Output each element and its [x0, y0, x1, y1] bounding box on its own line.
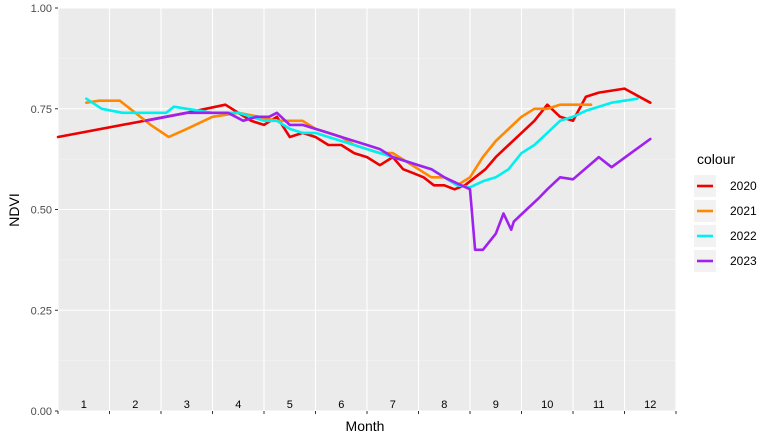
month-label-11: 11 [593, 399, 604, 411]
month-label-4: 4 [235, 399, 241, 411]
legend-label-2021: 2021 [730, 204, 757, 218]
series-line-2023 [144, 111, 652, 252]
month-label-8: 8 [441, 399, 447, 411]
month-label-10: 10 [541, 399, 553, 411]
legend-label-2020: 2020 [730, 179, 757, 193]
legend-label-2023: 2023 [730, 254, 757, 268]
x-axis-title: Month [346, 418, 385, 434]
legend: colour 2020 2021 2022 2023 [694, 151, 757, 272]
x-axis [57, 411, 677, 414]
series-lines [56, 87, 652, 252]
month-label-3: 3 [184, 399, 190, 411]
y-axis-title: NDVI [6, 193, 22, 226]
month-label-6: 6 [338, 399, 344, 411]
legend-label-2022: 2022 [730, 229, 757, 243]
legend-title: colour [697, 151, 735, 167]
month-label-5: 5 [287, 399, 293, 411]
y-axis: 0.00 0.25 0.50 0.75 1.00 [31, 3, 58, 418]
month-label-2: 2 [132, 399, 138, 411]
y-tick-label: 0.50 [31, 205, 52, 217]
y-tick-label: 0.00 [31, 406, 52, 418]
series-line-2020 [56, 87, 652, 191]
y-tick-label: 0.25 [31, 305, 52, 317]
month-label-9: 9 [493, 399, 499, 411]
month-label-12: 12 [644, 399, 656, 411]
month-labels: 1 2 3 4 5 6 7 8 9 10 11 12 [81, 399, 657, 411]
y-tick-label: 0.75 [31, 104, 52, 116]
y-tick-label: 1.00 [31, 3, 52, 15]
month-label-7: 7 [390, 399, 396, 411]
month-label-1: 1 [81, 399, 87, 411]
